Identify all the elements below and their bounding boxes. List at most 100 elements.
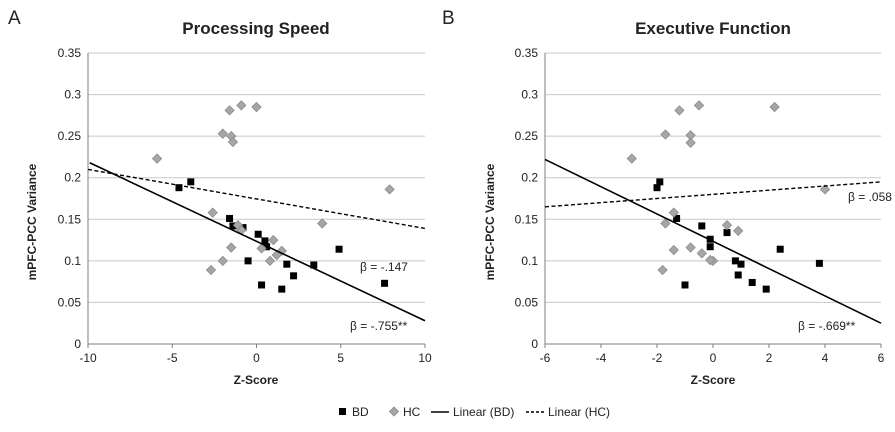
- data-point-hc: [696, 248, 707, 259]
- data-point-bd: [187, 178, 195, 186]
- data-point-bd: [734, 271, 742, 279]
- y-tick-label: 0.25: [58, 129, 82, 143]
- legend-marker-bd: [339, 408, 346, 415]
- data-point-hc: [226, 242, 237, 253]
- data-point-hc: [685, 137, 696, 148]
- legend-label-bd: BD: [352, 405, 369, 419]
- y-tick-label: 0.35: [58, 46, 82, 60]
- data-point-bd: [261, 237, 269, 245]
- data-point-hc: [657, 264, 668, 276]
- data-point-bd: [244, 257, 252, 265]
- x-tick-label: -10: [79, 351, 97, 365]
- beta-annotation-hc-a: β = -.147: [360, 260, 408, 274]
- data-point-bd: [653, 184, 661, 192]
- chart-title-processing-speed: Processing Speed: [182, 19, 329, 38]
- x-axis-label-a: Z-Score: [234, 373, 279, 387]
- trendline-linear-bd: [89, 162, 426, 322]
- data-point-bd: [681, 281, 689, 289]
- data-point-hc: [384, 184, 395, 195]
- data-point-bd: [748, 278, 756, 286]
- data-point-bd: [290, 272, 298, 280]
- data-point-hc: [217, 255, 228, 267]
- data-point-hc: [660, 129, 671, 140]
- data-point-hc: [236, 100, 247, 111]
- data-point-hc: [721, 219, 733, 231]
- x-tick-label: 5: [337, 351, 344, 365]
- data-point-hc: [217, 128, 228, 139]
- beta-annotation-hc-b: β = .058: [848, 190, 892, 204]
- y-tick-label: 0.05: [58, 295, 82, 309]
- y-axis-label-a: mPFC-PCC Variance: [25, 163, 39, 280]
- data-point-hc: [224, 105, 235, 116]
- data-point-bd: [278, 285, 286, 293]
- data-point-bd: [737, 260, 745, 268]
- y-tick-label: 0.05: [515, 295, 539, 309]
- beta-annotation-bd-b: β = -.669**: [798, 319, 856, 333]
- data-point-bd: [381, 279, 389, 287]
- data-point-hc: [227, 136, 239, 148]
- y-tick-label: 0.3: [521, 88, 538, 102]
- y-tick-label: 0.15: [58, 212, 82, 226]
- y-axis-label-b: mPFC-PCC Variance: [483, 163, 497, 280]
- data-point-hc: [276, 245, 287, 257]
- y-tick-label: 0.3: [64, 88, 81, 102]
- data-point-bd: [254, 230, 262, 238]
- plot-area-a: 0 0.05 0.1 0.15 0.2 0.25 0.3 0.35 -10 -5 0 5 10: [58, 46, 432, 365]
- data-point-bd: [776, 245, 784, 253]
- data-point-bd: [762, 285, 770, 293]
- data-point-bd: [229, 222, 237, 230]
- data-point-hc: [207, 207, 218, 218]
- y-tick-label: 0.1: [64, 254, 81, 268]
- data-point-bd: [698, 222, 706, 230]
- data-point-bd: [723, 229, 731, 237]
- trendline-linear-bd: [544, 158, 882, 324]
- data-point-hc: [256, 243, 267, 254]
- data-point-hc: [660, 218, 671, 229]
- data-point-hc: [705, 254, 716, 266]
- x-tick-label: -6: [540, 351, 551, 365]
- data-point-bd: [226, 214, 234, 222]
- data-point-hc: [317, 218, 328, 229]
- panel-label-b: B: [442, 8, 455, 29]
- legend-marker-hc: [388, 406, 400, 417]
- data-point-hc: [626, 153, 637, 164]
- data-point-bd: [706, 243, 714, 251]
- y-tick-label: 0.25: [515, 129, 539, 143]
- data-point-hc: [685, 242, 696, 253]
- legend-label-linear-bd: Linear (BD): [453, 405, 514, 419]
- data-point-bd: [258, 281, 266, 289]
- data-point-bd: [815, 259, 823, 267]
- data-point-bd: [335, 245, 343, 253]
- data-point-bd: [175, 184, 183, 192]
- trendline-linear-hc: [544, 181, 882, 208]
- x-axis-label-b: Z-Score: [691, 373, 736, 387]
- x-tick-label: -5: [167, 351, 178, 365]
- data-point-hc: [268, 234, 279, 246]
- x-tick-label: 0: [253, 351, 260, 365]
- y-tick-label: 0: [74, 337, 81, 351]
- x-tick-label: 10: [418, 351, 432, 365]
- beta-annotation-bd-a: β = -.755**: [350, 319, 408, 333]
- legend-label-linear-hc: Linear (HC): [548, 405, 610, 419]
- data-point-hc: [264, 255, 276, 267]
- data-point-bd: [310, 261, 318, 269]
- data-point-hc: [151, 153, 163, 164]
- y-tick-label: 0.1: [521, 254, 538, 268]
- data-point-hc: [674, 105, 685, 116]
- data-point-hc: [668, 207, 679, 218]
- panel-label-a: A: [8, 8, 21, 29]
- y-tick-label: 0.2: [64, 171, 81, 185]
- x-tick-label: 2: [766, 351, 773, 365]
- data-point-bd: [283, 260, 291, 268]
- data-point-hc: [693, 100, 705, 111]
- data-point-bd: [731, 257, 739, 265]
- data-point-hc: [251, 101, 262, 113]
- data-point-hc: [769, 101, 780, 113]
- panel-processing-speed: A Processing Speed Z-Score mPFC-PCC Vari…: [8, 8, 432, 387]
- y-tick-label: 0.35: [515, 46, 539, 60]
- data-point-bd: [673, 214, 681, 222]
- plot-area-b: 0 0.05 0.1 0.15 0.2 0.25 0.3 0.35 -6 -4 -2 0 2 4 6: [515, 46, 885, 365]
- legend-label-hc: HC: [403, 405, 421, 419]
- data-point-hc: [819, 184, 831, 195]
